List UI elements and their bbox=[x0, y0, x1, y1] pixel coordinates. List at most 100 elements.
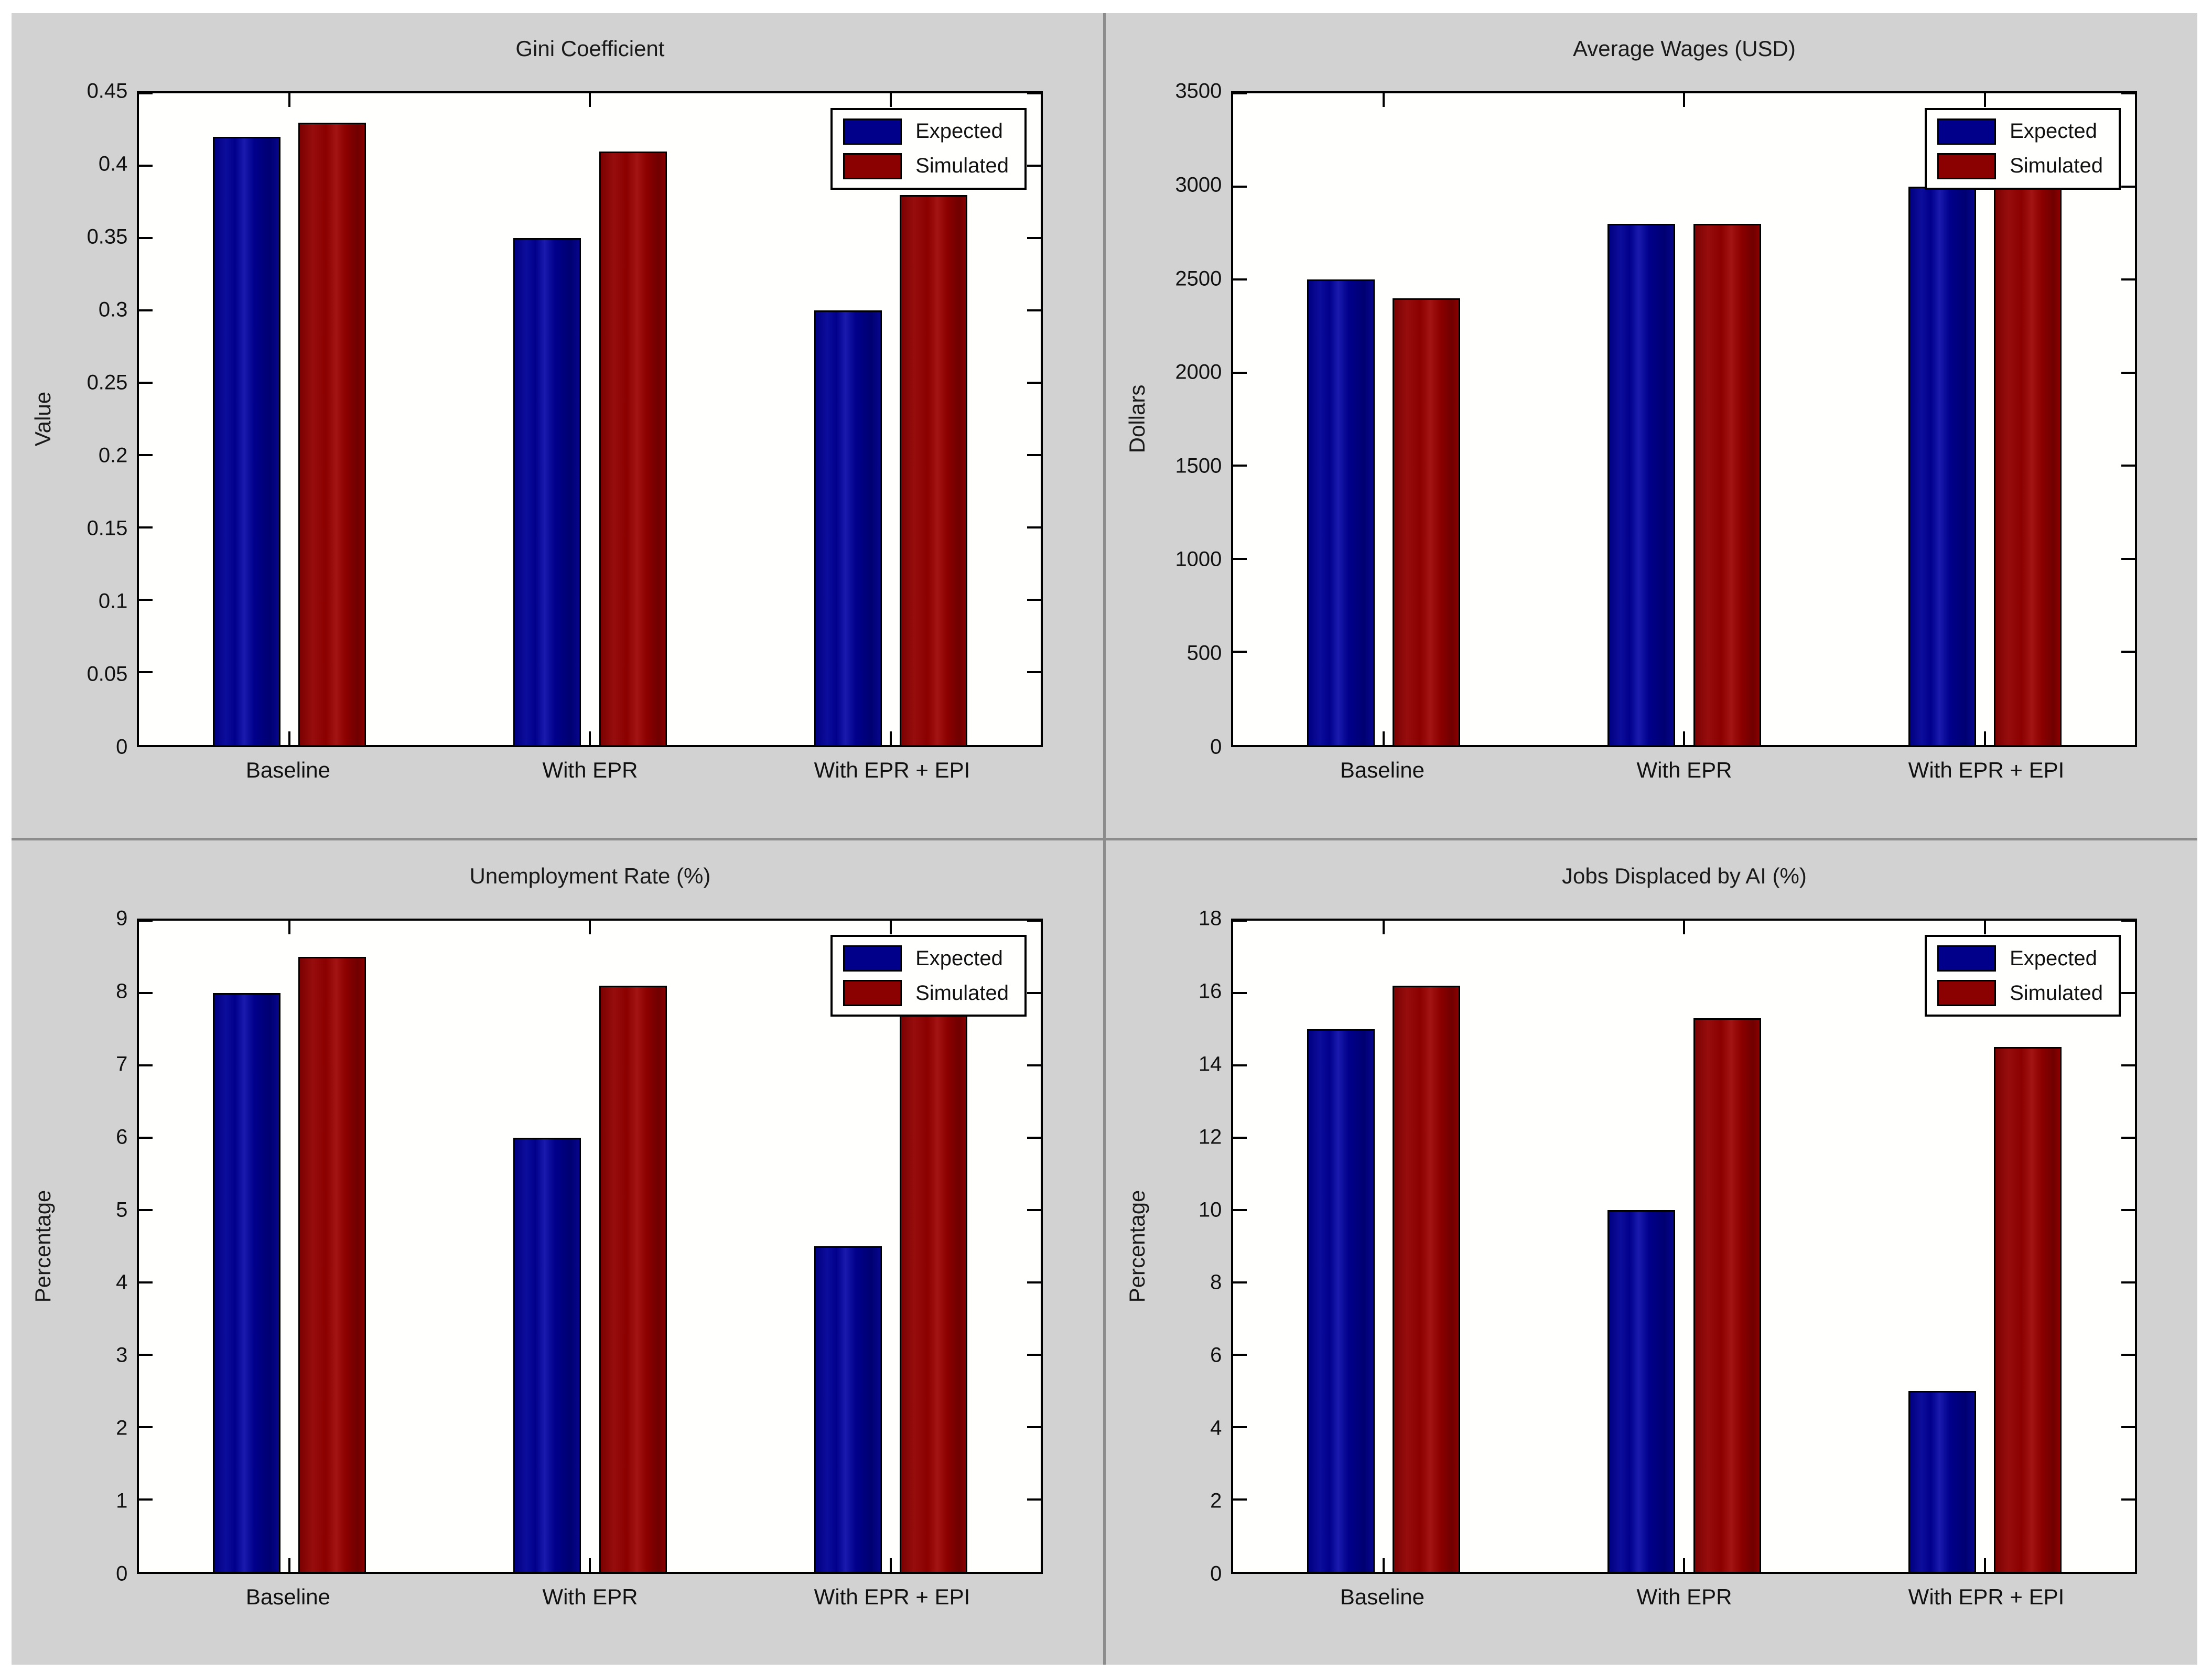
legend-label: Expected bbox=[2010, 946, 2097, 970]
bar-expected-baseline bbox=[212, 137, 280, 745]
y-tick-label: 0 bbox=[1210, 1562, 1222, 1585]
y-tick-mark-right bbox=[1027, 991, 1041, 994]
y-tick-label: 0.1 bbox=[98, 589, 128, 613]
y-tick-mark-right bbox=[2121, 919, 2135, 922]
x-tick-mark bbox=[1683, 1558, 1686, 1572]
legend-swatch-simulated bbox=[1937, 153, 1997, 179]
y-tick-mark-right bbox=[2121, 1281, 2135, 1283]
y-tick-mark bbox=[139, 1136, 153, 1139]
y-tick-mark bbox=[1233, 1281, 1247, 1283]
x-tick-mark bbox=[1383, 1558, 1385, 1572]
bar-simulated-baseline bbox=[1393, 986, 1461, 1572]
y-tick-mark-right bbox=[2121, 371, 2135, 374]
chart-panel-average-wages: Average Wages (USD) Dollars Expected Simula… bbox=[1106, 13, 2197, 838]
bar-expected-with-epr-epi bbox=[814, 310, 882, 745]
y-tick-label: 4 bbox=[1210, 1416, 1222, 1440]
x-category-label: With EPR + EPI bbox=[814, 1584, 970, 1610]
y-tick-label: 1500 bbox=[1175, 454, 1222, 478]
y-tick-label: 6 bbox=[116, 1125, 128, 1149]
legend-swatch-simulated bbox=[843, 980, 902, 1007]
y-tick-mark-right bbox=[1027, 309, 1041, 312]
chart-panel-jobs-displaced: Jobs Displaced by AI (%) Percentage Expect… bbox=[1106, 840, 2197, 1665]
bar-simulated-with-epr-epi bbox=[899, 1015, 967, 1572]
x-tick-mark-top bbox=[889, 920, 892, 934]
y-tick-mark-right bbox=[1027, 1209, 1041, 1211]
bar-simulated-with-epr-epi bbox=[899, 195, 967, 745]
y-tick-mark bbox=[1233, 1353, 1247, 1356]
y-tick-label: 0.45 bbox=[87, 79, 128, 103]
bar-expected-with-epr bbox=[1607, 1210, 1676, 1572]
y-tick-mark-right bbox=[1027, 671, 1041, 674]
y-tick-label: 3500 bbox=[1175, 79, 1222, 103]
y-tick-mark bbox=[139, 1281, 153, 1283]
bar-expected-baseline bbox=[1307, 1029, 1375, 1572]
y-tick-mark bbox=[1233, 278, 1247, 281]
y-tick-label: 18 bbox=[1198, 907, 1222, 930]
x-tick-mark bbox=[1683, 731, 1686, 745]
y-tick-mark bbox=[1233, 1136, 1247, 1139]
legend-swatch-expected bbox=[843, 118, 902, 145]
x-category-label: With EPR + EPI bbox=[1908, 757, 2065, 782]
legend-label: Simulated bbox=[915, 154, 1009, 178]
y-tick-mark bbox=[1233, 651, 1247, 653]
y-tick-mark bbox=[139, 671, 153, 674]
y-tick-mark-right bbox=[1027, 237, 1041, 240]
y-tick-mark-right bbox=[1027, 92, 1041, 95]
x-category-label: With EPR + EPI bbox=[1908, 1584, 2065, 1610]
legend-label: Simulated bbox=[2010, 981, 2103, 1005]
legend-label: Expected bbox=[915, 120, 1003, 143]
y-tick-mark-right bbox=[1027, 1498, 1041, 1501]
y-tick-mark-right bbox=[1027, 526, 1041, 529]
legend: Expected Simulated bbox=[830, 107, 1027, 190]
legend-swatch-simulated bbox=[1937, 980, 1997, 1007]
x-tick-mark-top bbox=[889, 93, 892, 107]
y-tick-mark-right bbox=[2121, 1353, 2135, 1356]
y-tick-mark-right bbox=[2121, 1136, 2135, 1139]
y-tick-mark bbox=[1233, 991, 1247, 994]
y-tick-label: 7 bbox=[116, 1052, 128, 1076]
y-tick-mark bbox=[139, 1209, 153, 1211]
y-tick-mark-right bbox=[2121, 1498, 2135, 1501]
x-category-label: Baseline bbox=[245, 1584, 330, 1610]
bar-simulated-with-epr bbox=[599, 986, 667, 1572]
bar-expected-with-epr bbox=[513, 238, 581, 745]
y-tick-label: 500 bbox=[1186, 641, 1222, 665]
legend-label: Expected bbox=[915, 946, 1003, 970]
chart-title: Jobs Displaced by AI (%) bbox=[1562, 863, 1807, 888]
x-tick-mark-top bbox=[288, 93, 291, 107]
x-tick-mark-top bbox=[1383, 93, 1385, 107]
y-tick-mark-right bbox=[1027, 454, 1041, 457]
plot-area: Expected Simulated bbox=[1231, 918, 2138, 1574]
y-tick-label: 10 bbox=[1198, 1198, 1222, 1221]
y-tick-mark bbox=[1233, 371, 1247, 374]
legend-item-simulated: Simulated bbox=[843, 153, 1009, 179]
y-tick-label: 9 bbox=[116, 907, 128, 930]
y-tick-label: 0.15 bbox=[87, 516, 128, 540]
x-tick-mark-top bbox=[1983, 93, 1986, 107]
y-tick-label: 2 bbox=[1210, 1489, 1222, 1513]
legend-item-simulated: Simulated bbox=[1937, 980, 2103, 1007]
y-tick-label: 2 bbox=[116, 1416, 128, 1440]
y-tick-label: 4 bbox=[116, 1270, 128, 1294]
x-tick-mark bbox=[589, 731, 591, 745]
legend-item-expected: Expected bbox=[1937, 945, 2103, 972]
y-tick-label: 8 bbox=[116, 979, 128, 1003]
y-tick-label: 2000 bbox=[1175, 360, 1222, 384]
x-category-label: Baseline bbox=[245, 757, 330, 782]
y-tick-mark bbox=[1233, 185, 1247, 188]
y-tick-mark bbox=[1233, 557, 1247, 560]
bar-expected-with-epr bbox=[1607, 223, 1676, 745]
legend-swatch-expected bbox=[1937, 118, 1997, 145]
bar-expected-with-epr-epi bbox=[1908, 1390, 1976, 1572]
y-tick-label: 0.25 bbox=[87, 371, 128, 394]
y-tick-mark bbox=[139, 526, 153, 529]
bar-expected-baseline bbox=[212, 993, 280, 1572]
y-tick-mark-right bbox=[1027, 1136, 1041, 1139]
y-tick-label: 0.05 bbox=[87, 662, 128, 686]
y-tick-label: 0.4 bbox=[98, 152, 128, 176]
bar-simulated-with-epr bbox=[1693, 223, 1761, 745]
chart-title: Unemployment Rate (%) bbox=[469, 863, 711, 888]
x-tick-mark bbox=[288, 731, 291, 745]
legend-item-simulated: Simulated bbox=[843, 980, 1009, 1007]
y-tick-mark bbox=[1233, 1064, 1247, 1066]
